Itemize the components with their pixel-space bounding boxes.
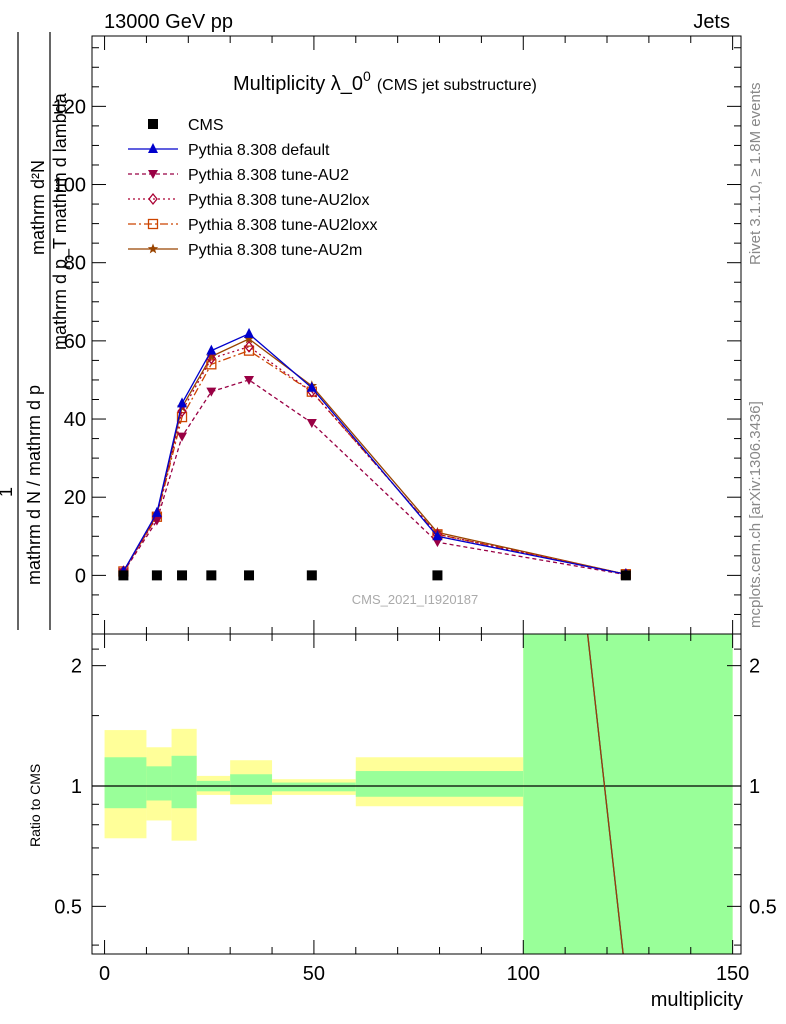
- x-axis-label: multiplicity: [651, 989, 743, 1011]
- ratio-band-green: [230, 774, 273, 795]
- ratio-band-green: [355, 771, 524, 797]
- series-point-default: [151, 506, 162, 517]
- cms-data-point: [432, 570, 443, 581]
- legend-entry-au2: Pythia 8.308 tune-AU2: [128, 167, 349, 184]
- legend-marker-au2lox: [148, 192, 158, 206]
- legend-marker-au2m: [147, 243, 159, 254]
- ratio-line-au2m: [586, 633, 624, 955]
- series-point-au2loxx: [206, 359, 217, 370]
- ratio-y-tick-label: 1: [71, 776, 82, 798]
- legend-marker-cms: [148, 119, 158, 129]
- series-cms: [118, 570, 631, 581]
- series-point-au2m: [206, 351, 217, 361]
- cms-data-point: [177, 570, 188, 581]
- ratio-band-green: [146, 766, 172, 801]
- cms-data-point: [151, 570, 162, 581]
- main-y-tick-label: 20: [64, 487, 86, 509]
- header-right-label: Jets: [693, 11, 730, 33]
- ylabel-left-denominator: mathrm d N / mathrm d p: [24, 385, 44, 585]
- series-line-default: [122, 333, 627, 575]
- series-point-default: [244, 327, 255, 338]
- main-panel: 0 20 40 60 80 100 120: [53, 35, 742, 635]
- legend: CMS Pythia 8.308 default Pythia 8.308 tune…: [128, 117, 377, 259]
- chart-title: Multiplicity λ_00 (CMS jet substructure): [233, 68, 537, 95]
- series-au2m: [118, 333, 632, 579]
- series-default: [118, 327, 631, 579]
- series-point-au2: [177, 432, 188, 442]
- series-point-default: [206, 344, 217, 355]
- ratio-band-green: [171, 755, 197, 809]
- ratio-y-tick-label-right: 2: [749, 656, 760, 678]
- ratio-band-green: [272, 782, 356, 792]
- analysis-watermark: CMS_2021_I1920187: [352, 592, 479, 607]
- series-line-au2lox: [122, 345, 627, 575]
- mcplots-label: mcplots.cern.ch [arXiv:1306.3436]: [747, 401, 764, 628]
- main-y-tick-label: 120: [53, 96, 86, 118]
- x-tick-label: 0: [99, 963, 110, 985]
- cms-data-point: [244, 570, 255, 581]
- ylabel-numerator: mathrm d²N: [28, 160, 48, 255]
- legend-entry-au2lox: Pythia 8.308 tune-AU2lox: [128, 192, 369, 209]
- ratio-y-tick-label: 0.5: [54, 896, 82, 918]
- ylabel-denominator: mathrm d p_T mathrm d lambda: [50, 92, 71, 350]
- series-point-au2: [151, 516, 162, 526]
- series-point-au2: [206, 387, 217, 397]
- main-y-tick-label: 60: [64, 331, 86, 353]
- series-point-default: [432, 530, 443, 541]
- legend-marker-au2loxx: [147, 218, 159, 230]
- main-y-tick-label: 80: [64, 253, 86, 275]
- ratio-y-tick-label-right: 1: [749, 776, 760, 798]
- cms-data-point: [620, 570, 631, 581]
- series-au2: [118, 375, 631, 580]
- legend-label-au2m: Pythia 8.308 tune-AU2m: [188, 242, 362, 259]
- ratio-y-tick-label-right: 0.5: [749, 896, 777, 918]
- legend-entry-cms: CMS: [148, 117, 224, 134]
- legend-entry-au2loxx: Pythia 8.308 tune-AU2loxx: [128, 217, 377, 234]
- series-point-au2loxx: [243, 345, 255, 356]
- ratio-frame: [91, 633, 742, 955]
- x-tick-label: 50: [303, 963, 325, 985]
- cms-data-point: [118, 570, 129, 581]
- legend-label-au2: Pythia 8.308 tune-AU2: [188, 167, 349, 184]
- chart-subtitle: (CMS jet substructure): [377, 77, 537, 94]
- legend-label-au2lox: Pythia 8.308 tune-AU2lox: [188, 192, 369, 209]
- series-point-default: [306, 381, 317, 392]
- series-line-au2: [122, 379, 627, 576]
- series-point-au2lox: [206, 352, 217, 365]
- ylabel-one: 1: [0, 487, 16, 497]
- legend-label-au2loxx: Pythia 8.308 tune-AU2loxx: [188, 217, 377, 234]
- x-tick-label: 150: [716, 963, 749, 985]
- series-point-au2: [306, 418, 317, 428]
- legend-entry-default: Pythia 8.308 default: [128, 142, 330, 159]
- x-tick-label: 100: [507, 963, 540, 985]
- cms-data-point: [206, 570, 217, 581]
- legend-label-cms: CMS: [188, 117, 224, 134]
- ratio-y-tick-label: 2: [71, 656, 82, 678]
- legend-entry-au2m: Pythia 8.308 tune-AU2m: [128, 242, 362, 259]
- rivet-version-label: Rivet 3.1.10, ≥ 1.8M events: [747, 83, 764, 266]
- series-point-au2m: [243, 333, 255, 344]
- series-point-au2: [244, 375, 255, 385]
- ratio-y-axis-label: Ratio to CMS: [27, 764, 43, 847]
- series-point-au2lox: [244, 340, 254, 353]
- series-point-default: [177, 397, 188, 408]
- main-y-axis-label: mathrm d²N mathrm d N / mathrm d p 1 mat…: [0, 32, 71, 630]
- legend-label-default: Pythia 8.308 default: [188, 142, 330, 159]
- ratio-band-green: [523, 634, 733, 954]
- chart-title-main: Multiplicity λ_0: [233, 73, 363, 95]
- main-y-tick-label: 40: [64, 409, 86, 431]
- legend-marker-default: [148, 143, 158, 153]
- series-point-au2lox: [177, 405, 187, 418]
- series-point-au2: [432, 538, 443, 548]
- ratio-band-green: [104, 757, 147, 809]
- main-y-tick-label: 100: [53, 175, 86, 197]
- header-left-label: 13000 GeV pp: [104, 11, 233, 33]
- legend-marker-au2: [148, 170, 158, 179]
- chart-title-sup: 0: [363, 68, 371, 84]
- ratio-panel: 0.5 0.5 1 1 2 2 0 50 100 150: [54, 633, 777, 985]
- cms-data-point: [306, 570, 317, 581]
- main-y-tick-label: 0: [75, 565, 86, 587]
